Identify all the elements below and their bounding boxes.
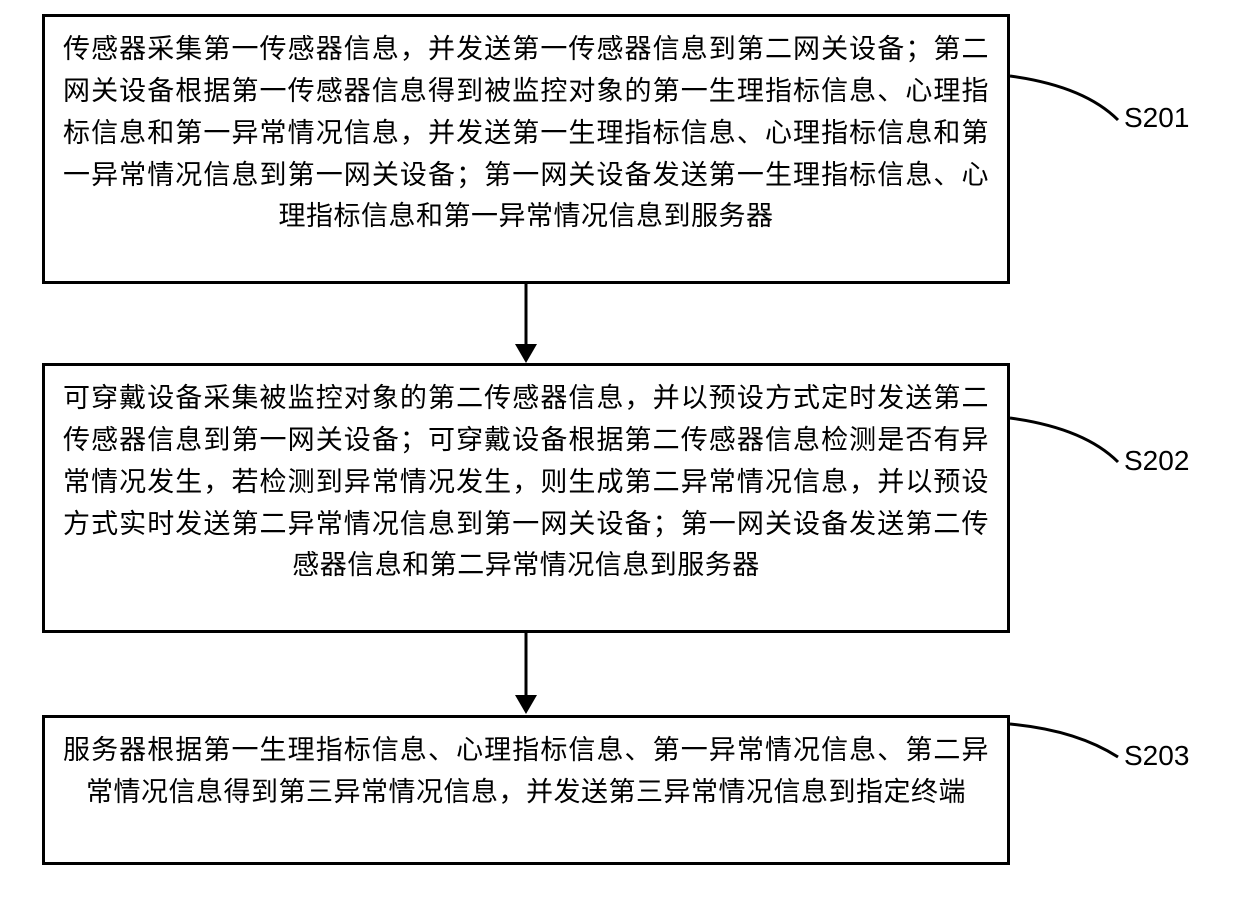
- flowchart-container: 传感器采集第一传感器信息，并发送第一传感器信息到第二网关设备；第二网关设备根据第…: [0, 0, 1240, 921]
- step-label-s203: S203: [1124, 740, 1189, 772]
- connector-s203: [0, 0, 1240, 921]
